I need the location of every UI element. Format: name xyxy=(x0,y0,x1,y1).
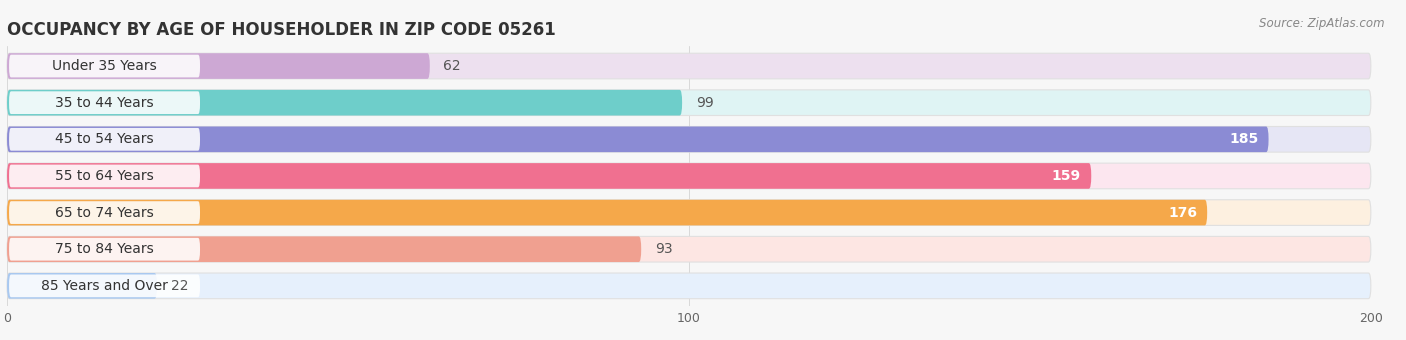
FancyBboxPatch shape xyxy=(8,128,200,151)
FancyBboxPatch shape xyxy=(7,53,1371,79)
Text: 176: 176 xyxy=(1168,206,1197,220)
Text: 45 to 54 Years: 45 to 54 Years xyxy=(55,132,153,146)
FancyBboxPatch shape xyxy=(8,55,200,78)
Text: 62: 62 xyxy=(443,59,461,73)
FancyBboxPatch shape xyxy=(7,53,430,79)
Text: 99: 99 xyxy=(696,96,713,110)
Text: 35 to 44 Years: 35 to 44 Years xyxy=(55,96,153,110)
Text: 22: 22 xyxy=(170,279,188,293)
FancyBboxPatch shape xyxy=(7,126,1268,152)
FancyBboxPatch shape xyxy=(7,126,1371,152)
Text: 65 to 74 Years: 65 to 74 Years xyxy=(55,206,153,220)
FancyBboxPatch shape xyxy=(8,238,200,260)
Text: OCCUPANCY BY AGE OF HOUSEHOLDER IN ZIP CODE 05261: OCCUPANCY BY AGE OF HOUSEHOLDER IN ZIP C… xyxy=(7,21,555,39)
Text: 75 to 84 Years: 75 to 84 Years xyxy=(55,242,153,256)
FancyBboxPatch shape xyxy=(7,90,1371,116)
Text: Under 35 Years: Under 35 Years xyxy=(52,59,157,73)
Text: 185: 185 xyxy=(1229,132,1258,146)
FancyBboxPatch shape xyxy=(7,90,682,116)
Text: 159: 159 xyxy=(1052,169,1081,183)
FancyBboxPatch shape xyxy=(8,91,200,114)
FancyBboxPatch shape xyxy=(7,163,1091,189)
FancyBboxPatch shape xyxy=(8,274,200,297)
FancyBboxPatch shape xyxy=(7,236,1371,262)
FancyBboxPatch shape xyxy=(8,165,200,187)
Text: 85 Years and Over: 85 Years and Over xyxy=(41,279,167,293)
FancyBboxPatch shape xyxy=(7,236,641,262)
FancyBboxPatch shape xyxy=(7,200,1208,225)
Text: Source: ZipAtlas.com: Source: ZipAtlas.com xyxy=(1260,17,1385,30)
FancyBboxPatch shape xyxy=(7,273,1371,299)
Text: 55 to 64 Years: 55 to 64 Years xyxy=(55,169,153,183)
Text: 93: 93 xyxy=(655,242,672,256)
FancyBboxPatch shape xyxy=(7,273,157,299)
FancyBboxPatch shape xyxy=(8,201,200,224)
FancyBboxPatch shape xyxy=(7,200,1371,225)
FancyBboxPatch shape xyxy=(7,163,1371,189)
